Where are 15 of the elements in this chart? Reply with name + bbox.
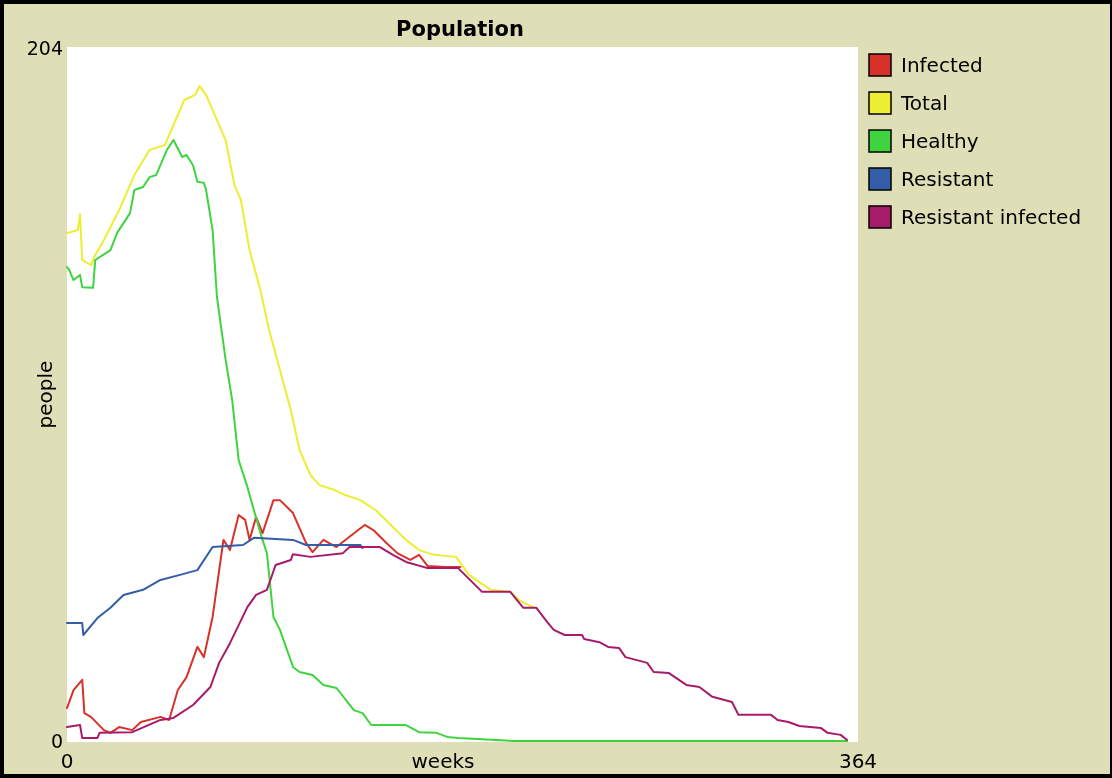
y-axis-title: people [33, 360, 57, 429]
line-series [66, 499, 462, 734]
legend-label: Total [900, 91, 948, 115]
line-series [66, 139, 849, 742]
legend-label: Infected [901, 53, 983, 77]
legend-label: Healthy [901, 129, 979, 153]
x-axis-title: weeks [411, 749, 475, 773]
x-tick-label: 364 [838, 749, 878, 773]
chart-title: Population [396, 17, 524, 41]
y-tick-label: 204 [26, 36, 63, 59]
legend-label: Resistant [901, 167, 994, 191]
line-series [66, 546, 849, 741]
line-series [66, 536, 364, 637]
line-series [66, 85, 536, 609]
legend-label: Resistant infected [901, 205, 1082, 229]
